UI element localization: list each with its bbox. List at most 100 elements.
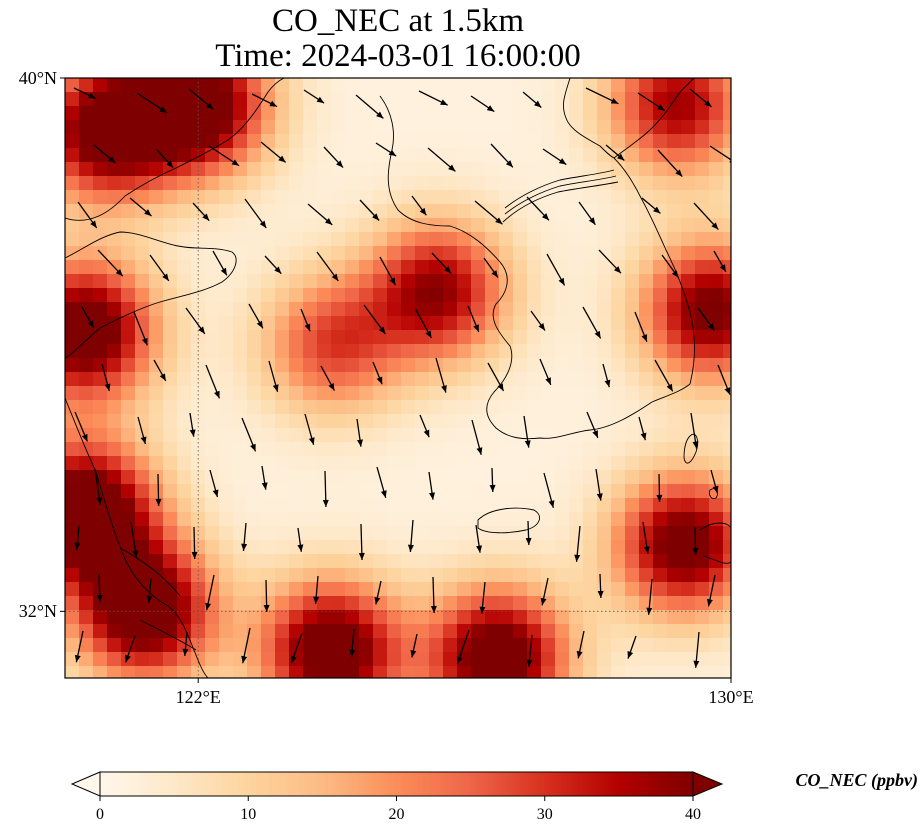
field-cell — [121, 568, 136, 583]
field-cell — [681, 442, 696, 457]
field-cell — [429, 372, 444, 387]
field-cell — [79, 652, 94, 667]
field-cell — [177, 204, 192, 219]
wind-arrow — [74, 411, 88, 442]
field-cell — [429, 288, 444, 303]
field-cell — [429, 540, 444, 555]
field-cell — [65, 554, 80, 569]
field-cell — [275, 218, 290, 233]
field-cell — [471, 554, 486, 569]
field-cell — [485, 274, 500, 289]
field-cell — [569, 400, 584, 415]
field-cell — [499, 554, 514, 569]
korea-westcoast — [379, 95, 691, 440]
field-cell — [625, 386, 640, 401]
field-cell — [107, 92, 122, 107]
field-cell — [79, 316, 94, 331]
field-cell — [373, 218, 388, 233]
field-cell — [443, 92, 458, 107]
field-cell — [261, 666, 276, 678]
wind-arrow — [248, 303, 264, 329]
field-cell — [625, 624, 640, 639]
field-cell — [149, 470, 164, 485]
lat-tick-label: 32°N — [18, 601, 57, 622]
field-cell — [107, 470, 122, 485]
field-cell — [625, 232, 640, 247]
field-cell — [583, 610, 598, 625]
field-cell — [373, 344, 388, 359]
wind-arrow — [487, 362, 505, 392]
field-cell — [93, 190, 108, 205]
field-cell — [415, 554, 430, 569]
field-cell — [681, 484, 696, 499]
field-cell — [457, 442, 472, 457]
field-cell — [261, 330, 276, 345]
field-cell — [261, 540, 276, 555]
field-cell — [135, 316, 150, 331]
field-cell — [597, 638, 612, 653]
field-cell — [653, 512, 668, 527]
field-cell — [79, 470, 94, 485]
field-cell — [93, 274, 108, 289]
wind-arrow — [523, 415, 531, 448]
field-cell — [163, 288, 178, 303]
field-cell — [653, 288, 668, 303]
field-cell — [471, 148, 486, 163]
field-cell — [485, 92, 500, 107]
field-cell — [247, 330, 262, 345]
field-cell — [695, 190, 710, 205]
field-cell — [415, 624, 430, 639]
field-cell — [345, 652, 360, 667]
field-cell — [499, 498, 514, 513]
field-cell — [107, 218, 122, 233]
field-cell — [149, 330, 164, 345]
field-cell — [597, 176, 612, 191]
field-cell — [625, 344, 640, 359]
field-cell — [317, 610, 332, 625]
field-cell — [527, 568, 542, 583]
field-cell — [205, 106, 220, 121]
field-cell — [639, 526, 654, 541]
field-cell — [205, 610, 220, 625]
field-cell — [79, 106, 94, 121]
field-cell — [443, 302, 458, 317]
field-cell — [177, 400, 192, 415]
field-cell — [401, 78, 416, 93]
field-cell — [667, 344, 682, 359]
field-cell — [513, 274, 528, 289]
field-cell — [527, 596, 542, 611]
field-cell — [583, 232, 598, 247]
field-cell — [499, 456, 514, 471]
field-cell — [527, 624, 542, 639]
title-line-2: Time: 2024-03-01 16:00:00 — [215, 38, 581, 74]
field-cell — [415, 316, 430, 331]
field-cell — [205, 624, 220, 639]
field-cell — [527, 78, 542, 93]
field-cell — [275, 442, 290, 457]
field-cell — [695, 526, 710, 541]
field-cell — [331, 302, 346, 317]
field-cell — [233, 414, 248, 429]
field-cell — [275, 414, 290, 429]
field-cell — [583, 176, 598, 191]
field-cell — [233, 232, 248, 247]
field-cell — [233, 204, 248, 219]
field-cell — [457, 344, 472, 359]
field-cell — [681, 78, 696, 93]
field-cell — [625, 442, 640, 457]
wind-arrow — [263, 579, 270, 613]
field-cell — [93, 316, 108, 331]
field-cell — [149, 414, 164, 429]
field-cell — [583, 470, 598, 485]
field-cell — [555, 246, 570, 261]
field-cell — [65, 386, 80, 401]
field-cell — [513, 302, 528, 317]
field-cell — [289, 92, 304, 107]
field-cell — [289, 526, 304, 541]
field-cell — [401, 260, 416, 275]
field-cell — [723, 372, 731, 387]
field-cell — [233, 484, 248, 499]
colorbar-tick-label: 20 — [388, 806, 405, 823]
field-cell — [121, 372, 136, 387]
field-cell — [93, 78, 108, 93]
